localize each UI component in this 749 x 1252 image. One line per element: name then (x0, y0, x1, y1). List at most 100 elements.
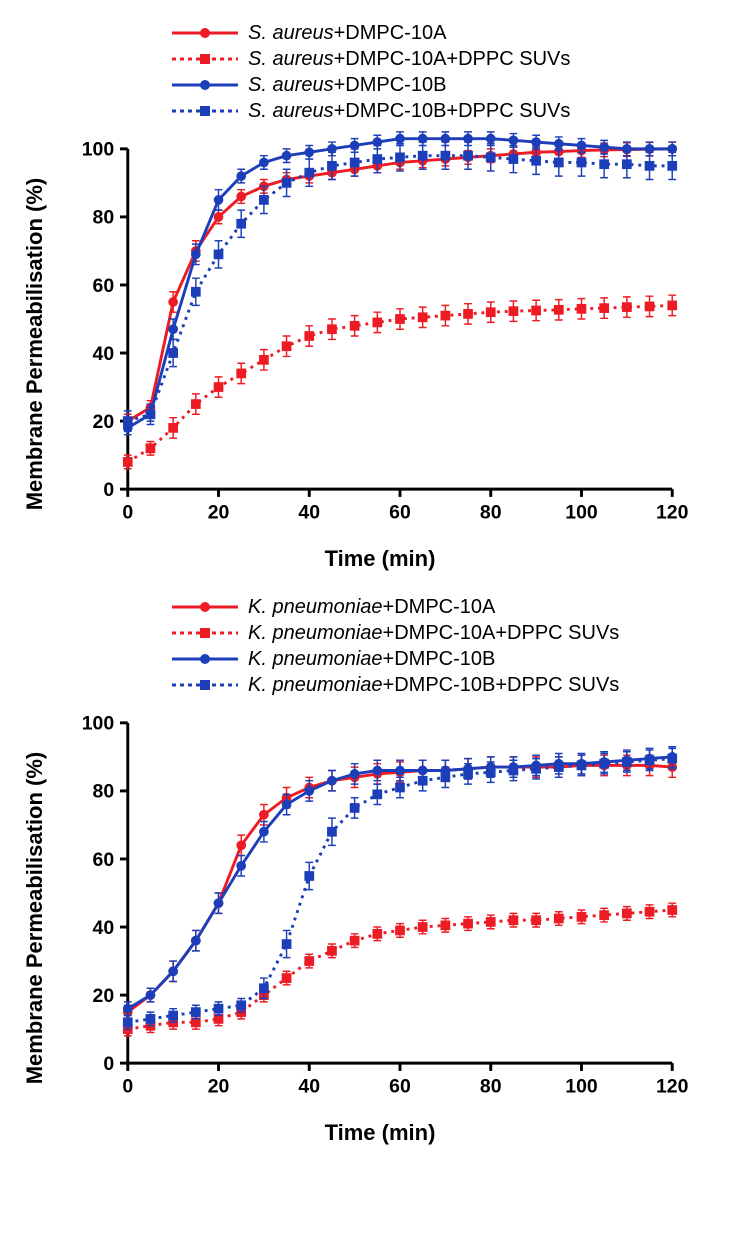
data-marker (667, 754, 677, 764)
legend-label: K. pneumoniae+DMPC-10A (240, 596, 495, 619)
legend-species: S. aureus (248, 74, 334, 96)
data-marker (463, 919, 473, 929)
legend-item: S. aureus+DMPC-10A (170, 20, 729, 46)
data-marker (123, 416, 133, 426)
data-marker (395, 766, 405, 776)
data-marker (395, 134, 405, 144)
data-marker (486, 153, 496, 163)
data-marker (168, 966, 178, 976)
chart-area: Membrane Permeabilisation (%)02040608010… (40, 708, 720, 1128)
data-marker (350, 803, 360, 813)
data-marker (667, 301, 677, 311)
x-tick-label: 80 (480, 1075, 502, 1097)
data-marker (191, 399, 201, 409)
y-tick-label: 20 (93, 411, 115, 433)
data-marker (282, 800, 292, 810)
data-marker (509, 306, 519, 316)
series-line (128, 765, 672, 1012)
data-marker (372, 766, 382, 776)
data-marker (146, 990, 156, 1000)
legend-species: S. aureus (248, 100, 334, 122)
data-marker (304, 871, 314, 881)
data-marker (577, 304, 587, 314)
data-marker (418, 776, 428, 786)
data-marker (418, 151, 428, 161)
data-marker (441, 920, 451, 930)
legend-item: K. pneumoniae+DMPC-10A (170, 594, 729, 620)
data-marker (327, 776, 337, 786)
data-marker (214, 249, 224, 259)
data-marker (577, 158, 587, 168)
x-axis-title: Time (min) (325, 546, 436, 572)
data-marker (509, 915, 519, 925)
data-marker (622, 302, 632, 312)
data-marker (168, 297, 178, 307)
data-marker (622, 909, 632, 919)
legend-swatch (170, 23, 240, 43)
data-marker (667, 161, 677, 171)
legend-swatch (170, 623, 240, 643)
legend-label: S. aureus+DMPC-10A+DPPC SUVs (240, 48, 570, 71)
data-marker (509, 154, 519, 164)
legend-label: K. pneumoniae+DMPC-10A+DPPC SUVs (240, 622, 619, 645)
data-marker (645, 755, 655, 765)
legend-swatch (170, 675, 240, 695)
legend-item: K. pneumoniae+DMPC-10A+DPPC SUVs (170, 620, 729, 646)
data-marker (282, 151, 292, 161)
data-marker (327, 827, 337, 837)
legend-item: S. aureus+DMPC-10B+DPPC SUVs (170, 98, 729, 124)
data-marker (395, 783, 405, 793)
legend-label: K. pneumoniae+DMPC-10B+DPPC SUVs (240, 674, 619, 697)
y-tick-label: 100 (82, 139, 115, 161)
data-marker (123, 1017, 133, 1027)
data-marker (622, 159, 632, 169)
data-marker (418, 922, 428, 932)
legend-label: S. aureus+DMPC-10A (240, 22, 446, 45)
x-tick-label: 100 (565, 501, 598, 523)
y-tick-label: 60 (93, 275, 115, 297)
x-tick-label: 40 (298, 1075, 320, 1097)
data-marker (395, 314, 405, 324)
data-marker (236, 219, 246, 229)
x-tick-label: 60 (389, 1075, 411, 1097)
x-axis-title: Time (min) (325, 1120, 436, 1146)
legend-item: S. aureus+DMPC-10B (170, 72, 729, 98)
data-marker (372, 154, 382, 164)
data-marker (236, 192, 246, 202)
y-tick-label: 80 (93, 781, 115, 803)
x-tick-label: 20 (208, 1075, 230, 1097)
x-tick-label: 20 (208, 501, 230, 523)
data-marker (350, 769, 360, 779)
legend-swatch (170, 597, 240, 617)
data-marker (191, 249, 201, 259)
data-marker (531, 764, 541, 774)
data-marker (463, 151, 473, 161)
data-marker (599, 910, 609, 920)
legend-label: S. aureus+DMPC-10B (240, 74, 446, 97)
data-marker (531, 137, 541, 147)
x-tick-label: 60 (389, 501, 411, 523)
data-marker (372, 929, 382, 939)
legend-species: K. pneumoniae (248, 622, 383, 644)
data-marker (509, 135, 519, 145)
data-marker (236, 171, 246, 181)
data-marker (622, 757, 632, 767)
y-tick-label: 60 (93, 849, 115, 871)
data-marker (259, 983, 269, 993)
data-marker (191, 287, 201, 297)
y-tick-label: 100 (82, 713, 115, 735)
data-marker (304, 786, 314, 796)
x-tick-label: 80 (480, 501, 502, 523)
legend-label: S. aureus+DMPC-10B+DPPC SUVs (240, 100, 570, 123)
legend-item: K. pneumoniae+DMPC-10B (170, 646, 729, 672)
data-marker (259, 827, 269, 837)
y-tick-label: 20 (93, 985, 115, 1007)
data-marker (304, 331, 314, 341)
data-marker (554, 139, 564, 149)
data-marker (146, 1014, 156, 1024)
data-marker (599, 159, 609, 169)
data-marker (146, 443, 156, 453)
legend-swatch (170, 649, 240, 669)
data-marker (577, 761, 587, 771)
data-marker (441, 311, 451, 321)
